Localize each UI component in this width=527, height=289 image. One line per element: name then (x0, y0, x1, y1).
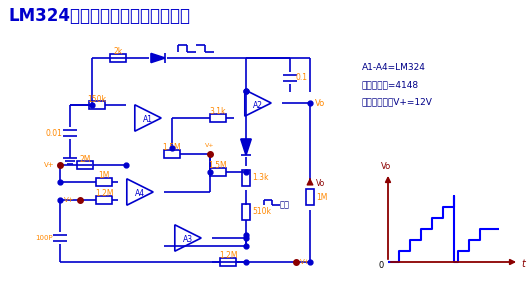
Polygon shape (241, 139, 251, 155)
Text: Vo: Vo (315, 99, 325, 108)
Bar (96, 178, 112, 186)
Text: 0: 0 (379, 262, 384, 271)
Bar (210, 114, 226, 122)
Text: 复位: 复位 (280, 201, 290, 210)
Text: A1: A1 (143, 116, 153, 125)
Text: 所有二极管=4148: 所有二极管=4148 (362, 81, 419, 90)
Bar (242, 170, 250, 186)
Text: 0.01: 0.01 (45, 129, 62, 138)
Text: LM324制作阶梯波发生器实用电路: LM324制作阶梯波发生器实用电路 (8, 7, 190, 25)
Text: 1.5M: 1.5M (163, 144, 181, 153)
Text: 1.5M: 1.5M (209, 162, 227, 171)
Text: A4: A4 (135, 190, 145, 199)
Bar (164, 150, 180, 158)
Bar (96, 196, 112, 204)
Text: V+: V+ (300, 259, 310, 265)
Text: 0.1: 0.1 (296, 73, 308, 82)
Text: V+: V+ (64, 197, 75, 203)
Bar (77, 161, 93, 169)
Text: 2k: 2k (113, 47, 123, 57)
Text: A1-A4=LM324: A1-A4=LM324 (362, 64, 426, 73)
Text: 2M: 2M (79, 155, 91, 164)
Text: 1.2M: 1.2M (95, 190, 113, 199)
Bar (210, 168, 226, 176)
Text: 1.2M: 1.2M (219, 251, 237, 260)
Text: A2: A2 (253, 101, 263, 110)
Bar (220, 258, 236, 266)
Text: Vo: Vo (316, 179, 325, 188)
Text: 1M: 1M (99, 171, 110, 181)
Text: V+: V+ (205, 143, 214, 148)
Text: V+: V+ (44, 162, 55, 168)
Text: 运放疵压大于V+=12V: 运放疵压大于V+=12V (362, 97, 433, 107)
Text: 510k: 510k (252, 208, 271, 216)
Text: t: t (521, 259, 525, 269)
Text: 100P: 100P (35, 235, 53, 241)
Text: Vo: Vo (381, 162, 391, 171)
Text: 3.1k: 3.1k (210, 108, 226, 116)
Text: 150k: 150k (87, 95, 106, 103)
Text: 1M: 1M (316, 192, 327, 201)
Text: 1.3k: 1.3k (252, 173, 268, 182)
Polygon shape (151, 53, 165, 62)
Bar (306, 189, 314, 205)
Bar (89, 101, 105, 109)
Bar (242, 204, 250, 220)
Bar (110, 54, 126, 62)
Text: A3: A3 (183, 236, 193, 244)
